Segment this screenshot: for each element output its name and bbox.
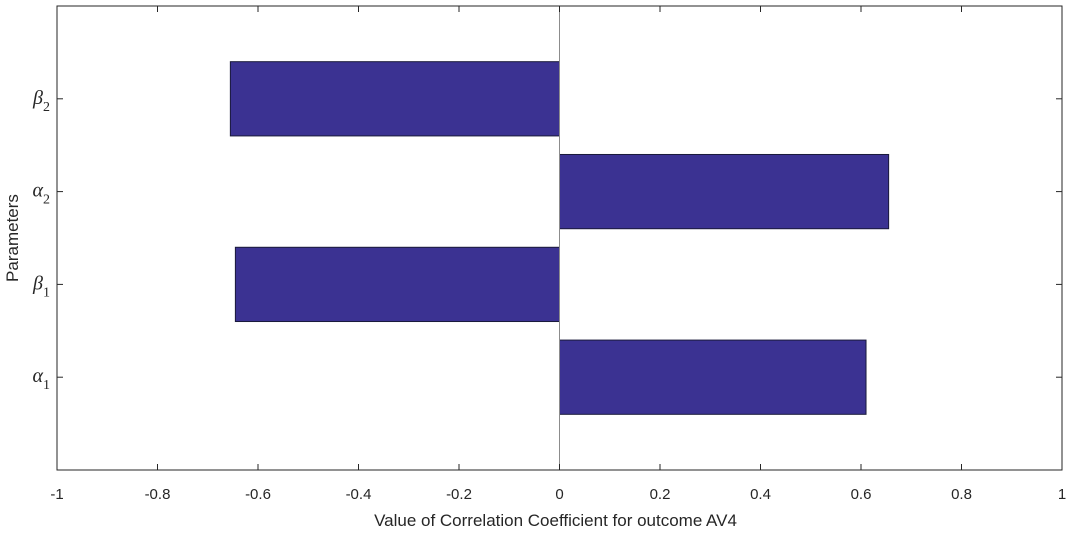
bars-group (229, 61, 890, 415)
bar-α1 (559, 339, 867, 415)
x-tick-label: -1 (50, 486, 63, 503)
x-tick-label: 0.2 (650, 486, 671, 503)
x-ticks-group: -1 -0.8 -0.6 -0.4 -0.2 0 0.2 0.4 0.6 0.8 1 (50, 6, 1066, 503)
x-tick-label: -0.6 (245, 486, 271, 503)
bar-β2 (229, 61, 561, 137)
bar-β1 (234, 246, 560, 323)
bar-α2 (559, 153, 890, 230)
x-axis-title: Value of Correlation Coefficient for out… (374, 511, 737, 530)
x-tick-label: 0.8 (951, 486, 972, 503)
y-axis-title: Parameters (3, 194, 22, 282)
x-tick-label: 0 (555, 486, 563, 503)
x-tick-label: -0.2 (446, 486, 472, 503)
y-tick-label: β1 (32, 272, 50, 300)
y-ticks-group: α1 β1 α2 β2 (32, 87, 1062, 393)
x-tick-label: 0.4 (750, 486, 771, 503)
y-tick-label: β2 (32, 87, 50, 115)
x-tick-label: 0.6 (851, 486, 872, 503)
x-tick-label: -0.4 (346, 486, 372, 503)
x-tick-label: -0.8 (145, 486, 171, 503)
y-tick-label: α2 (33, 180, 51, 208)
y-tick-label: α1 (33, 365, 51, 393)
x-tick-label: 1 (1058, 486, 1066, 503)
